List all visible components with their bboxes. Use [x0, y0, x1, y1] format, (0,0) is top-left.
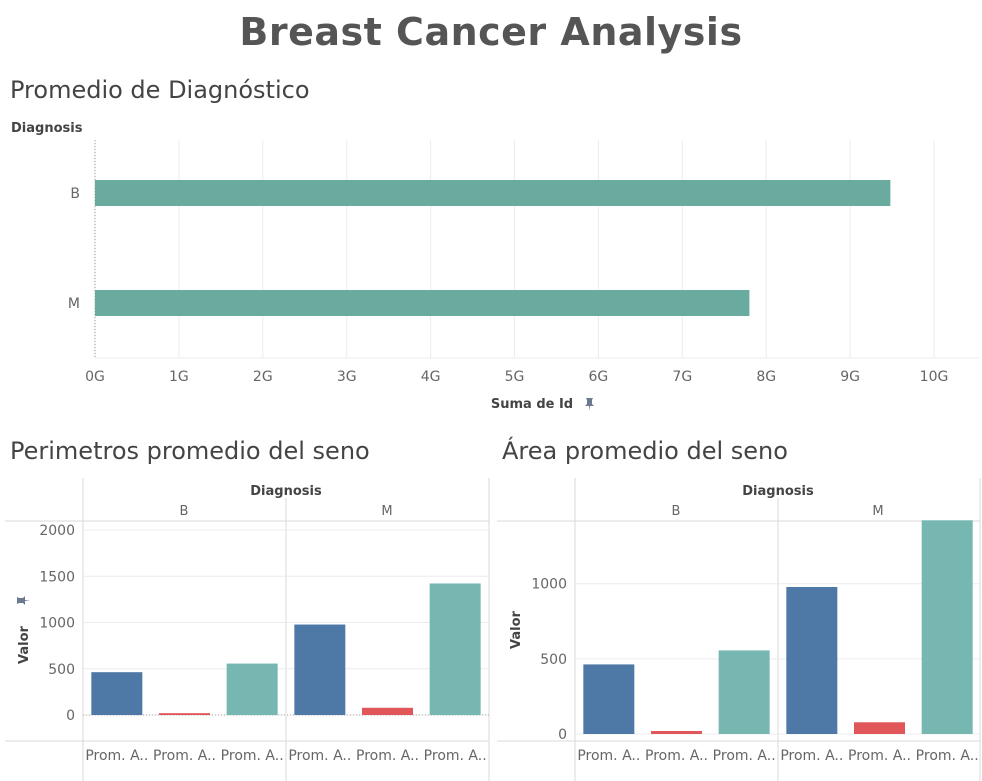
x-tick-label: Prom. A.. — [221, 748, 284, 764]
y-tick-label-m: M — [68, 296, 80, 312]
x-tick-label: Prom. A.. — [577, 748, 640, 764]
y-tick-label: 0 — [66, 708, 75, 724]
y-tick-label: 500 — [48, 662, 75, 678]
x-tick-label: 8G — [756, 369, 776, 385]
top-chart-title: Promedio de Diagnóstico — [10, 76, 310, 104]
diagnosis-sum-chart: Diagnosis BM 0G 1G 2G 3G 4G 5G 6G 7G 8G 9G 10G Sum… — [11, 121, 980, 412]
bars — [91, 583, 481, 715]
x-tick-label: Prom. A.. — [916, 748, 979, 764]
bar-b — [95, 180, 891, 206]
chart-frame — [5, 478, 490, 781]
bar-m-1 — [294, 624, 346, 715]
group-label-m: M — [872, 504, 883, 519]
pin-icon[interactable] — [17, 596, 30, 605]
x-tick-label: 3G — [337, 369, 357, 385]
bar-b-2 — [159, 713, 210, 715]
dashboard-title: Breast Cancer Analysis — [239, 10, 743, 54]
y-gridlines — [83, 529, 489, 716]
y-tick-labels: 0 500 1000 1500 2000 — [39, 523, 75, 724]
y-tick-label: 1000 — [39, 616, 75, 632]
y-axis-label: Valor — [17, 625, 32, 664]
x-tick-label: Prom. A.. — [153, 748, 216, 764]
x-tick-label: Prom. A.. — [645, 748, 708, 764]
x-tick-label: 2G — [253, 369, 273, 385]
group-label-b: B — [180, 504, 189, 519]
x-tick-label: 4G — [421, 369, 441, 385]
x-tick-label: 6G — [589, 369, 609, 385]
y-tick-label: 500 — [540, 652, 567, 668]
x-tick-labels: Prom. A.. Prom. A.. Prom. A.. Prom. A.. Prom… — [577, 748, 978, 764]
bars — [95, 180, 891, 316]
x-axis-label: Suma de Id — [491, 397, 573, 412]
row-header-diagnosis: Diagnosis — [11, 121, 83, 136]
x-tick-label: 10G — [920, 369, 949, 385]
y-tick-label: 2000 — [39, 523, 75, 539]
bar-m-3 — [921, 520, 973, 734]
x-tick-label: 9G — [840, 369, 860, 385]
bar-m-1 — [786, 587, 838, 734]
x-tick-labels: 0G 1G 2G 3G 4G 5G 6G 7G 8G 9G 10G — [85, 369, 948, 385]
pin-icon[interactable] — [585, 398, 594, 411]
perimeter-chart: Diagnosis B M 0 500 1000 1500 2000 Prom. A..… — [5, 478, 490, 781]
x-gridlines — [94, 140, 980, 359]
x-tick-label: 7G — [672, 369, 692, 385]
perimeter-chart-title: Perimetros promedio del seno — [10, 437, 370, 465]
x-tick-label: Prom. A.. — [424, 748, 487, 764]
group-label-b: B — [672, 504, 681, 519]
chart-frame — [497, 478, 981, 781]
y-tick-labels: 0 500 1000 — [531, 577, 567, 743]
bar-b-2 — [651, 730, 702, 734]
y-tick-label: 1500 — [39, 569, 75, 585]
bar-b-3 — [226, 663, 278, 715]
area-chart-title: Área promedio del seno — [502, 437, 788, 465]
column-header-diagnosis: Diagnosis — [742, 484, 814, 499]
bar-b-3 — [718, 650, 770, 734]
x-tick-label: 0G — [85, 369, 105, 385]
y-tick-labels: BM — [68, 186, 80, 312]
x-tick-label: 1G — [169, 369, 189, 385]
x-tick-label: Prom. A.. — [288, 748, 351, 764]
y-axis-label: Valor — [509, 610, 524, 649]
x-tick-labels: Prom. A.. Prom. A.. Prom. A.. Prom. A.. Prom… — [85, 748, 486, 764]
x-tick-label: Prom. A.. — [356, 748, 419, 764]
y-tick-label: 0 — [558, 727, 567, 743]
x-tick-label: 5G — [505, 369, 525, 385]
x-tick-label: Prom. A.. — [848, 748, 911, 764]
bars — [583, 520, 973, 734]
y-tick-label-b: B — [70, 186, 80, 202]
bar-m-3 — [429, 583, 481, 715]
x-tick-label: Prom. A.. — [780, 748, 843, 764]
group-label-m: M — [381, 504, 392, 519]
bar-b-1 — [583, 664, 635, 734]
bar-b-1 — [91, 672, 143, 715]
y-tick-label: 1000 — [531, 577, 567, 593]
bar-m-2 — [854, 722, 905, 734]
bar-m — [95, 290, 750, 316]
bar-m-2 — [362, 707, 413, 715]
x-tick-label: Prom. A.. — [713, 748, 776, 764]
x-tick-label: Prom. A.. — [85, 748, 148, 764]
column-header-diagnosis: Diagnosis — [250, 484, 322, 499]
y-gridlines — [575, 583, 980, 735]
